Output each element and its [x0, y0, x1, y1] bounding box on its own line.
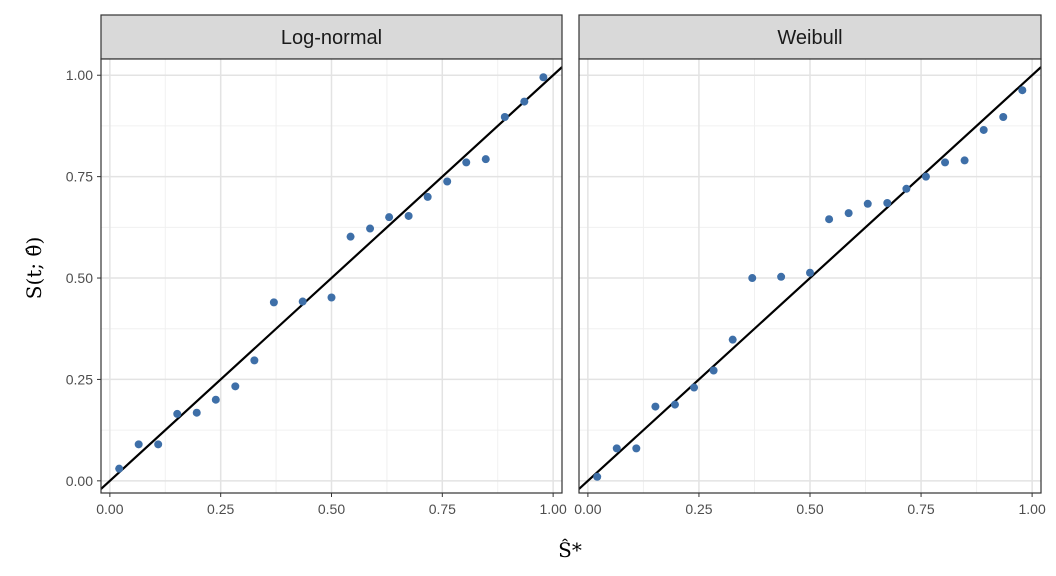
data-point [728, 335, 737, 344]
reference-line [579, 66, 1041, 490]
data-point [134, 440, 143, 449]
x-axis-title: Ŝ* [558, 537, 582, 562]
data-point [443, 177, 452, 186]
x-tick-label: 0.50 [318, 501, 345, 517]
data-point [960, 156, 969, 165]
y-tick-label: 0.00 [66, 473, 93, 489]
x-tick-label: 0.25 [207, 501, 234, 517]
data-point [690, 383, 699, 392]
facet-panel-2: Weibull 0.00 0.25 0.50 0.75 1.00 [574, 14, 1046, 517]
data-point [385, 213, 394, 222]
data-point [709, 366, 718, 375]
data-point [231, 382, 240, 391]
data-point [366, 224, 375, 233]
data-point [777, 272, 786, 281]
y-axis-title: S(t; θ̂) [22, 237, 46, 299]
data-point [539, 73, 548, 82]
data-point [192, 408, 201, 417]
data-point [670, 400, 679, 409]
data-point [520, 97, 529, 106]
x-tick-label: 0.25 [685, 501, 712, 517]
data-point [825, 215, 834, 224]
data-point [462, 158, 471, 167]
data-point [423, 192, 432, 201]
facet-strip [100, 14, 563, 60]
facet-panels: Log-normal 0.00 0.25 0.50 0.75 1.00 Weibull 0.0… [96, 14, 1046, 517]
data-point [481, 155, 490, 164]
data-point [748, 274, 757, 283]
facet-strip [578, 14, 1042, 60]
y-tick-label: 1.00 [66, 67, 93, 83]
y-tick-label: 0.50 [66, 270, 93, 286]
data-point [327, 293, 336, 302]
data-point [632, 444, 641, 453]
facet-strip-label: Log-normal [281, 27, 382, 49]
x-tick-label: 0.00 [574, 501, 601, 517]
data-point [173, 409, 182, 418]
x-tick-label: 0.00 [96, 501, 123, 517]
data-point [346, 232, 355, 241]
data-point [806, 268, 814, 277]
data-point [593, 472, 602, 481]
x-tick-label: 0.75 [429, 501, 456, 517]
data-point [1018, 86, 1027, 95]
data-point [941, 158, 950, 167]
data-point [154, 440, 163, 449]
data-point [250, 356, 259, 365]
y-tick-label: 0.75 [66, 169, 93, 185]
x-tick-label: 1.00 [1018, 501, 1045, 517]
facet-panel-1: Log-normal 0.00 0.25 0.50 0.75 1.00 [96, 14, 567, 517]
data-point [902, 184, 911, 193]
data-point [211, 395, 220, 404]
data-point [651, 402, 660, 411]
data-point [844, 209, 853, 218]
x-tick-label: 0.75 [907, 501, 934, 517]
data-point [298, 297, 307, 306]
data-point [404, 211, 413, 220]
reference-line [101, 66, 562, 490]
x-tick-label: 1.00 [540, 501, 567, 517]
data-point [979, 125, 988, 134]
data-point [500, 113, 509, 122]
data-point [612, 444, 621, 453]
data-point [115, 464, 124, 473]
data-point [863, 199, 872, 208]
data-point [921, 172, 930, 181]
facet-strip-label: Weibull [777, 27, 842, 49]
data-point [999, 113, 1008, 122]
x-tick-label: 0.50 [796, 501, 823, 517]
y-axis: 0.00 0.25 0.50 0.75 1.00 [66, 67, 101, 489]
y-tick-label: 0.25 [66, 371, 93, 387]
data-point [883, 198, 892, 207]
data-point [269, 298, 278, 307]
